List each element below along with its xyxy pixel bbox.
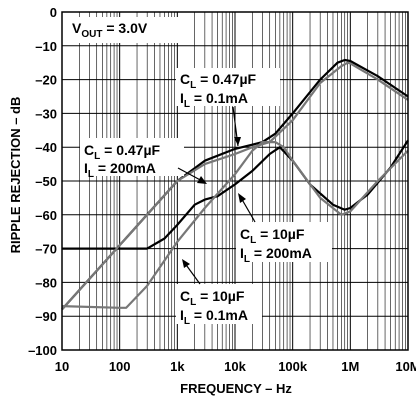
- leader-arrow-1: [234, 137, 241, 146]
- x-axis-title: FREQUENCY – Hz: [180, 381, 292, 396]
- annotation-2-bg: [80, 138, 184, 176]
- annotation-3-bg: [236, 222, 332, 262]
- y-tick-label: –60: [35, 208, 57, 223]
- plot-frame: [61, 11, 409, 351]
- annotation-3-line2: IL = 200mA: [240, 245, 312, 265]
- series-layer: [61, 58, 409, 311]
- y-tick-label: –90: [35, 309, 57, 324]
- series-line-4: [61, 61, 409, 311]
- annotation-3-line1: CL = 10µF: [240, 226, 305, 246]
- y-tick-label: –20: [35, 73, 57, 88]
- y-tick-label: 0: [50, 5, 57, 20]
- tick-labels: 10 100 1k 10k 100k 1M 10M 0 –10 –20 –30 –40 –50 –60 –7…: [28, 5, 416, 374]
- y-tick-label: –70: [35, 242, 57, 257]
- x-tick-label: 10k: [224, 359, 246, 374]
- leader-arrow-3: [238, 193, 246, 203]
- annotation-2-line2: IL = 200mA: [84, 160, 156, 180]
- x-tick-label: 100k: [278, 359, 308, 374]
- y-tick-label: –40: [35, 140, 57, 155]
- annotation-4-line1: CL = 10µF: [180, 288, 245, 308]
- vout-label-bg: [67, 17, 185, 43]
- y-tick-label: –100: [28, 343, 57, 358]
- series-line-3: [61, 141, 409, 309]
- plot-border: [61, 11, 409, 351]
- vout-label: VOUT = 3.0V: [72, 20, 148, 40]
- x-tick-label: 100: [109, 359, 131, 374]
- x-tick-label: 10: [55, 359, 69, 374]
- y-tick-label: –10: [35, 39, 57, 54]
- annotation-4-line2: IL = 0.1mA: [180, 307, 248, 327]
- x-tick-label: 1M: [341, 359, 359, 374]
- leader-lines: [177, 106, 256, 285]
- annotation-4-bg: [176, 284, 262, 324]
- annotation-2-line1: CL = 0.47µF: [84, 142, 161, 162]
- x-tick-label: 10M: [395, 359, 416, 374]
- series-line-2: [62, 139, 409, 250]
- annotation-1-bg: [176, 68, 280, 106]
- y-tick-label: –80: [35, 275, 57, 290]
- y-axis-title: RIPPLE REJECTION – dB: [8, 97, 23, 254]
- y-tick-label: –30: [35, 106, 57, 121]
- y-tick-label: –50: [35, 174, 57, 189]
- leader-arrow-2: [197, 176, 207, 184]
- x-tick-label: 1k: [170, 359, 185, 374]
- annotation-1-line1: CL = 0.47µF: [180, 71, 257, 91]
- leader-arrow-4: [182, 259, 190, 268]
- annotation-1-line2: IL = 0.1mA: [180, 90, 248, 110]
